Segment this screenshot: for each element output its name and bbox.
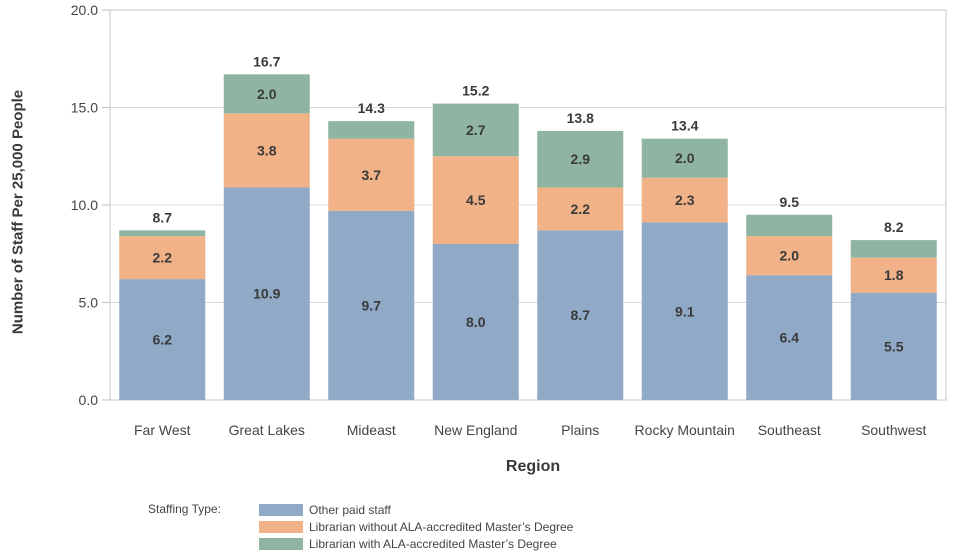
segment-value-label: 8.0 — [466, 314, 486, 330]
bar-segment — [537, 187, 624, 231]
bars: 6.2 2.2 8.7 10.9 3.8 2.0 16.7 9.7 3.7 14.3 8.0 4.5 2… — [119, 53, 937, 400]
bar-segment — [119, 236, 206, 280]
bar-segment — [432, 156, 519, 244]
bar-segment — [746, 236, 833, 276]
bar-segment — [328, 138, 415, 211]
bar-segment — [537, 130, 624, 188]
y-tick-label: 10.0 — [71, 197, 98, 213]
bar-segment — [119, 279, 206, 400]
x-axis-label: Region — [505, 458, 561, 475]
legend-item-librarian-with-degree: Librarian with ALA-accredited Master’s D… — [259, 536, 557, 551]
legend-label: Librarian without ALA-accredited Master’… — [309, 519, 574, 534]
segment-value-label: 5.5 — [884, 338, 904, 354]
bar-segment — [432, 103, 519, 157]
y-axis-label-text: Number of Staff Per 25,000 People — [9, 89, 27, 335]
bar-segment — [746, 214, 833, 237]
y-axis-label: Number of Staff Per 25,000 People — [6, 0, 30, 440]
bar-segment — [223, 187, 310, 400]
segment-value-label: 3.8 — [257, 142, 277, 158]
bar-segment — [432, 244, 519, 400]
legend-swatch — [259, 503, 303, 516]
x-axis-ticks: Far West Great Lakes Mideast New England Pla… — [134, 422, 927, 438]
segment-value-label: 9.1 — [675, 303, 695, 319]
segment-value-label: 2.0 — [675, 150, 695, 166]
segment-value-label: 2.0 — [257, 86, 277, 102]
legend-swatch — [259, 520, 303, 533]
segment-value-label: 2.3 — [675, 192, 695, 208]
segment-value-label: 3.7 — [362, 167, 382, 183]
bar-segment — [850, 292, 937, 400]
segment-value-label: 2.0 — [780, 248, 800, 264]
segment-value-label: 1.8 — [884, 267, 904, 283]
x-tick-label: Plains — [561, 422, 599, 438]
segment-value-label: 4.5 — [466, 192, 486, 208]
bar-total-label: 14.3 — [358, 100, 385, 116]
bar-segment — [328, 121, 415, 139]
segment-value-label: 6.4 — [780, 330, 800, 346]
segment-value-label: 2.2 — [571, 201, 591, 217]
segment-value-label: 2.7 — [466, 122, 486, 138]
bar-total-label: 9.5 — [780, 194, 800, 210]
bar-total-label: 15.2 — [462, 83, 489, 99]
bar-total-label: 8.2 — [884, 219, 904, 235]
segment-value-label: 10.9 — [253, 286, 280, 302]
y-tick-label: 20.0 — [71, 2, 98, 18]
bar-total-label: 13.4 — [671, 118, 698, 134]
bar-segment — [223, 113, 310, 188]
bar-segment — [641, 138, 728, 178]
legend-swatch — [259, 537, 303, 550]
bar-segment — [328, 210, 415, 400]
legend-title: Staffing Type: — [148, 502, 221, 516]
x-tick-label: Great Lakes — [229, 422, 305, 438]
x-tick-label: New England — [434, 422, 517, 438]
segment-value-label: 9.7 — [362, 297, 382, 313]
legend-label: Other paid staff — [309, 502, 391, 517]
legend-item-librarian-without-degree: Librarian without ALA-accredited Master’… — [259, 519, 574, 534]
bar-total-label: 16.7 — [253, 53, 280, 69]
y-tick-label: 15.0 — [71, 100, 98, 116]
bar-segment — [223, 74, 310, 114]
bar-total-label: 8.7 — [153, 209, 173, 225]
x-tick-label: Far West — [134, 422, 191, 438]
legend-item-other-paid-staff: Other paid staff — [259, 502, 391, 517]
x-tick-label: Southwest — [861, 422, 926, 438]
segment-value-label: 2.9 — [571, 151, 591, 167]
segment-value-label: 8.7 — [571, 307, 591, 323]
y-tick-label: 0.0 — [79, 392, 99, 408]
bar-segment — [850, 240, 937, 258]
x-tick-label: Southeast — [758, 422, 821, 438]
x-tick-label: Rocky Mountain — [635, 422, 735, 438]
bar-segment — [746, 275, 833, 400]
y-tick-label: 5.0 — [79, 295, 99, 311]
bar-segment — [641, 177, 728, 223]
bar-total-label: 13.8 — [567, 110, 594, 126]
legend-label: Librarian with ALA-accredited Master’s D… — [309, 536, 557, 551]
y-axis-ticks: 0.0 5.0 10.0 15.0 20.0 — [71, 2, 110, 408]
bar-segment — [641, 222, 728, 400]
bar-segment — [850, 257, 937, 293]
segment-value-label: 6.2 — [153, 332, 173, 348]
segment-value-label: 2.2 — [153, 250, 173, 266]
bar-segment — [537, 230, 624, 400]
x-tick-label: Mideast — [347, 422, 396, 438]
bar-segment — [119, 230, 206, 237]
